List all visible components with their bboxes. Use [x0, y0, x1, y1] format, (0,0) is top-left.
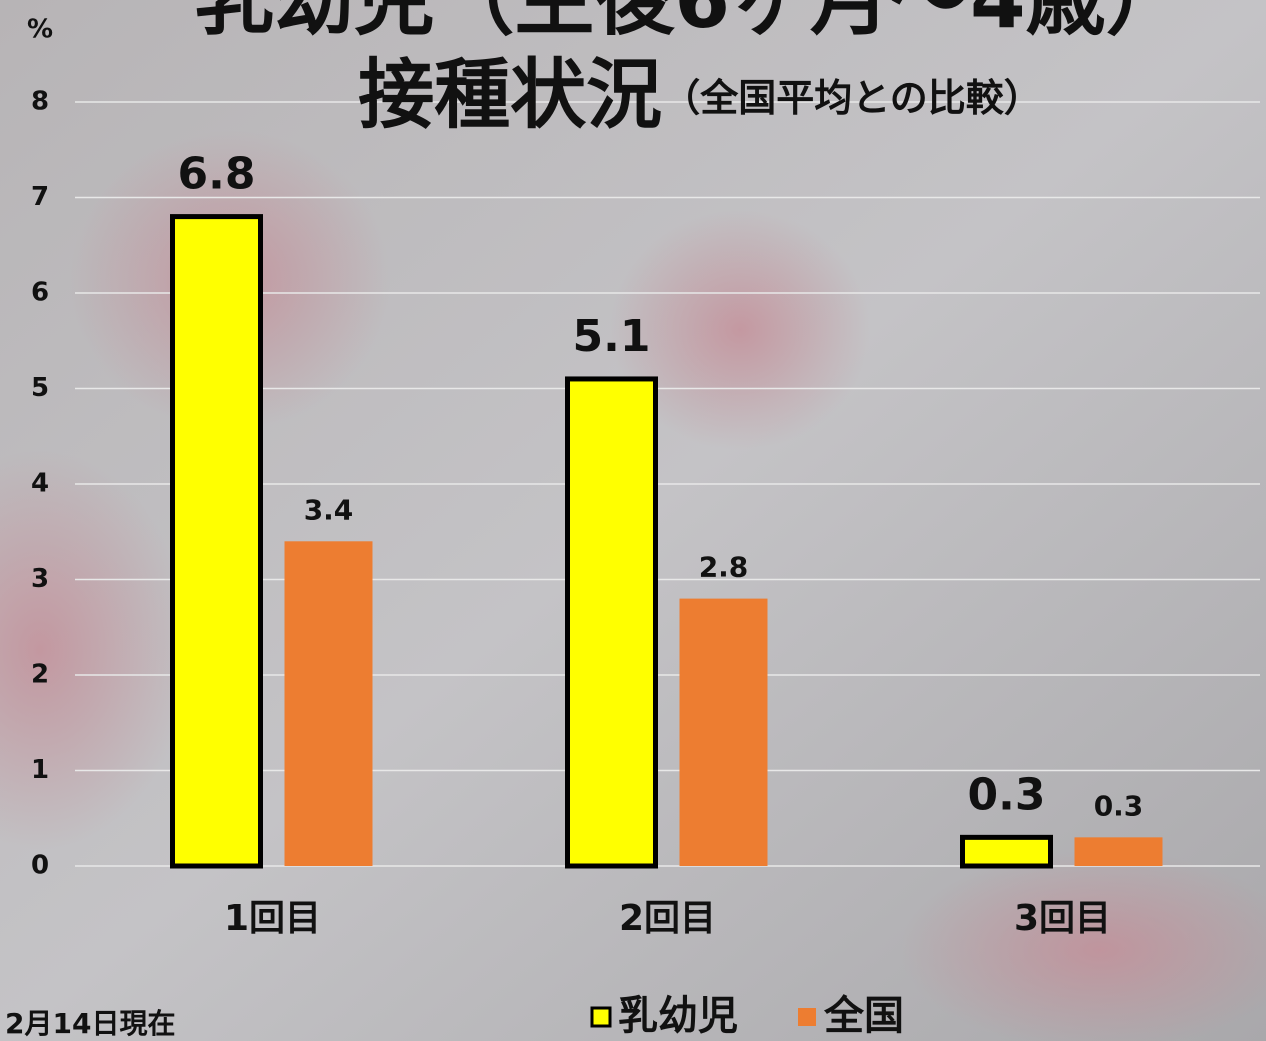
x-tick-label: 2回目	[619, 898, 716, 939]
y-axis-label: %	[27, 15, 53, 45]
data-label: 3.4	[304, 493, 354, 526]
y-tick-label: 3	[31, 564, 49, 594]
data-label: 2.8	[699, 551, 749, 584]
legend-swatch	[590, 1006, 612, 1028]
bar	[284, 541, 373, 866]
y-tick-label: 5	[31, 373, 49, 403]
y-tick-label: 4	[31, 469, 49, 499]
y-tick-label: 0	[31, 851, 49, 881]
data-label: 0.3	[1094, 789, 1144, 822]
y-tick-label: 7	[31, 182, 49, 212]
y-tick-label: 1	[31, 755, 49, 785]
bar	[170, 214, 263, 869]
background-blob	[610, 210, 870, 450]
chart-title: 乳幼児（生後6ヶ月～4歳）	[194, 0, 1185, 46]
x-tick-label: 1回目	[224, 898, 321, 939]
background-blob	[0, 450, 190, 850]
y-tick-label: 8	[31, 87, 49, 117]
bar	[565, 376, 658, 869]
legend-swatch	[798, 1008, 816, 1026]
legend-label: 全国	[823, 993, 904, 1039]
chart-subtitle: 接種状況（全国平均との比較）	[358, 50, 1042, 139]
background-blob	[900, 850, 1266, 1041]
subtitle-note: （全国平均との比較）	[662, 76, 1042, 120]
x-tick-label: 3回目	[1014, 898, 1111, 939]
legend-label: 乳幼児	[618, 993, 738, 1039]
bar	[679, 598, 768, 866]
bar	[960, 834, 1053, 869]
footnote: 2月14日現在	[5, 1007, 175, 1040]
data-label: 6.8	[178, 149, 256, 200]
plot-area: 0 1 2 3 4 5 6 7 8	[31, 87, 1260, 881]
data-label: 0.3	[968, 769, 1046, 820]
bar	[1074, 837, 1163, 866]
subtitle: 接種状況	[358, 50, 662, 139]
data-label: 5.1	[573, 311, 651, 362]
y-tick-label: 2	[31, 660, 49, 690]
y-tick-label: 6	[31, 278, 49, 308]
